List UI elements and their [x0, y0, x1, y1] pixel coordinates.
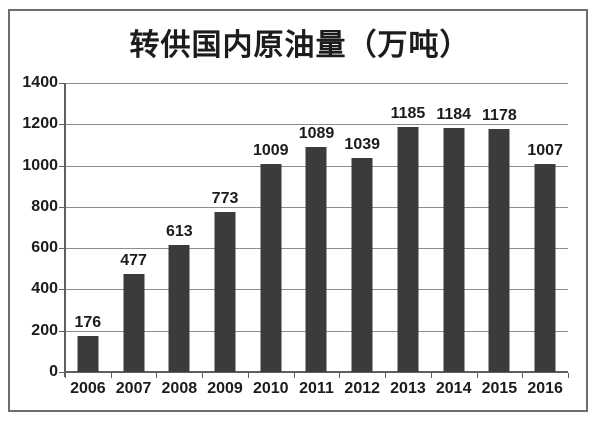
- y-axis-tick-label: 0: [49, 363, 58, 380]
- x-axis-ticks: [65, 373, 569, 379]
- bar: [123, 273, 145, 372]
- bar-column: 1185: [385, 83, 431, 372]
- x-axis-category-label: 2012: [344, 380, 381, 397]
- bar: [305, 147, 327, 372]
- x-axis-category-label: 2013: [390, 380, 426, 397]
- x-axis-category-label: 2009: [207, 380, 243, 397]
- x-axis-tick: [385, 373, 387, 378]
- x-axis-category-label: 2006: [70, 380, 106, 397]
- bar-value-label: 1185: [390, 105, 426, 123]
- y-axis-tick: [59, 248, 64, 250]
- x-axis-tick: [476, 373, 478, 378]
- bar-value-label: 1009: [252, 141, 289, 159]
- bar-column: 1089: [294, 83, 340, 372]
- bar-value-label: 176: [74, 313, 102, 331]
- x-axis-tick: [522, 373, 524, 378]
- y-axis-tick-label: 1200: [22, 115, 58, 133]
- bar: [443, 127, 465, 372]
- x-axis-line: [65, 371, 568, 373]
- y-axis-tick-label: 600: [31, 239, 58, 257]
- bar-value-label: 1007: [527, 142, 563, 160]
- x-axis-tick: [156, 373, 158, 378]
- bar: [260, 163, 282, 372]
- bar-column: 613: [156, 83, 202, 372]
- bar: [488, 128, 510, 372]
- bar: [77, 335, 99, 372]
- x-axis-category-label: 2007: [115, 380, 152, 397]
- bar-value-label: 1089: [298, 125, 335, 143]
- y-axis-tick-label: 1000: [22, 156, 58, 174]
- bar-column: 477: [111, 83, 157, 372]
- bar: [397, 127, 419, 372]
- y-axis-tick: [59, 206, 64, 208]
- bar-series: 176 477 613 773 1009 1089 1039 1185 1184 1178 1007: [65, 83, 568, 372]
- bar: [534, 164, 556, 372]
- bar-column: 1007: [522, 83, 568, 372]
- bar-value-label: 773: [211, 190, 239, 208]
- bar-value-label: 1178: [482, 106, 517, 124]
- bar-column: 1178: [477, 83, 523, 372]
- gridline: [65, 124, 568, 126]
- x-axis-tick: [65, 373, 66, 378]
- x-axis-category-label: 2014: [435, 380, 472, 397]
- y-axis-tick: [59, 372, 64, 373]
- y-axis-tick: [59, 165, 64, 167]
- x-axis-labels: 2006 2007 2008 2009 2010 2011 2012 2013 2014 2015…: [65, 380, 568, 400]
- gridline: [65, 83, 568, 84]
- x-axis-category-label: 2015: [481, 380, 518, 397]
- x-axis-tick: [110, 373, 112, 378]
- x-axis-tick: [430, 373, 432, 378]
- x-axis-category-label: 2010: [252, 380, 289, 397]
- y-axis-tick-label: 1400: [22, 74, 58, 91]
- y-axis-line: [64, 83, 66, 377]
- bar-value-label: 613: [165, 223, 193, 241]
- x-axis-tick: [293, 373, 295, 378]
- x-axis-category-label: 2016: [527, 380, 563, 397]
- y-axis-tick: [59, 124, 64, 126]
- chart-title: 转供国内原油量（万吨）: [129, 29, 471, 62]
- y-axis-tick: [59, 289, 64, 291]
- bar-value-label: 477: [120, 251, 147, 269]
- y-axis-tick: [59, 83, 64, 84]
- bar-column: 176: [65, 83, 111, 372]
- x-axis-tick: [247, 373, 249, 378]
- bar: [214, 212, 236, 372]
- x-axis-tick: [202, 373, 204, 378]
- y-axis-labels: 1400 1200 1000 800 600 400 200 0: [0, 75, 58, 380]
- bar-column: 773: [202, 83, 248, 372]
- y-axis-tick-label: 400: [31, 280, 58, 298]
- bar-value-label: 1184: [436, 105, 472, 123]
- bar: [168, 245, 190, 372]
- bar-column: 1009: [248, 83, 294, 372]
- bar-column: 1039: [339, 83, 385, 372]
- x-axis-category-label: 2011: [299, 380, 334, 397]
- y-axis-tick-label: 800: [31, 197, 58, 215]
- y-axis-tick-label: 200: [31, 321, 58, 339]
- bar-column: 1184: [431, 83, 477, 372]
- x-axis-category-label: 2008: [161, 380, 198, 397]
- x-axis-tick: [339, 373, 341, 378]
- y-axis-tick: [59, 330, 64, 332]
- bar: [351, 157, 373, 372]
- y-axis-ticks: [59, 83, 64, 373]
- x-axis-tick: [568, 373, 569, 378]
- bar-value-label: 1039: [344, 135, 381, 153]
